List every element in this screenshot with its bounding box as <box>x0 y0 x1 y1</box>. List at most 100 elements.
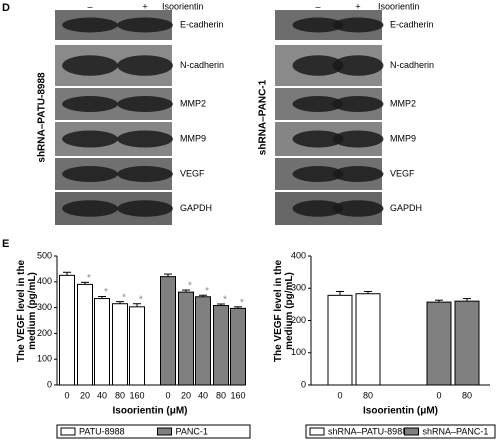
x-tick-label: 20 <box>181 390 191 400</box>
blot-band <box>117 166 173 182</box>
x-tick-label: 80 <box>115 390 125 400</box>
x-axis-label: Isoorientin (μM) <box>363 406 438 417</box>
blot-band <box>292 17 344 33</box>
significance-mark: * <box>87 273 91 284</box>
legend-swatch <box>309 427 325 436</box>
bar <box>160 276 176 386</box>
significance-mark: * <box>122 292 126 303</box>
legend-box <box>56 424 251 439</box>
x-tick-label: 160 <box>230 390 245 400</box>
blot-band <box>332 17 384 33</box>
legend-label: shRNA–PATU-8988 <box>328 426 407 436</box>
y-tick-label: 500 <box>37 250 52 260</box>
protein-label: N-cadherin <box>390 60 434 70</box>
blot-band <box>332 55 384 76</box>
blot-band <box>62 96 118 112</box>
blot-band <box>117 55 173 76</box>
protein-label: VEGF <box>390 168 415 178</box>
blot-band <box>62 55 118 76</box>
bar <box>112 303 128 386</box>
significance-mark: * <box>188 281 192 292</box>
blot-band <box>62 17 118 33</box>
protein-label: MMP9 <box>180 133 206 143</box>
y-tick-label: 0 <box>47 379 52 389</box>
cell-line-label: shRNA–PATU-8988 <box>37 72 48 163</box>
x-axis-label: Isoorientin (μM) <box>113 406 188 417</box>
bar <box>129 306 145 386</box>
blot-band <box>117 96 173 112</box>
blot-band <box>62 130 118 148</box>
blot-band <box>62 166 118 182</box>
x-tick-label: 0 <box>436 390 441 400</box>
y-tick-label: 300 <box>291 283 306 293</box>
y-tick-label: 0 <box>301 379 306 389</box>
lane-label: + <box>142 1 147 11</box>
blot-band <box>292 200 344 217</box>
protein-label: N-cadherin <box>180 60 224 70</box>
blot-band <box>332 96 384 112</box>
significance-mark: * <box>205 286 209 297</box>
y-axis-label: The VEGF level in the medium (pg/mL) <box>16 259 38 363</box>
bar <box>355 293 381 386</box>
blot-band <box>332 130 384 148</box>
treatment-label: Isoorientin <box>378 1 420 11</box>
legend-label: PANC-1 <box>176 426 208 436</box>
legend-label: PATU-8988 <box>79 426 125 436</box>
legend-label: shRNA–PANC-1 <box>423 426 489 436</box>
bar <box>195 296 211 386</box>
x-tick-label: 20 <box>80 390 90 400</box>
bar <box>426 301 452 386</box>
blot-band <box>292 130 344 148</box>
lane-label: – <box>87 1 92 11</box>
x-tick-label: 40 <box>198 390 208 400</box>
y-tick-label: 400 <box>291 250 306 260</box>
y-tick-label: 400 <box>37 276 52 286</box>
panel-label: D <box>2 2 10 14</box>
blot-band <box>62 200 118 217</box>
protein-label: VEGF <box>180 168 205 178</box>
protein-label: E-cadherin <box>390 19 434 29</box>
y-tick-label: 300 <box>37 302 52 312</box>
panel-label: E <box>2 238 9 250</box>
cell-line-label: shRNA–PANC-1 <box>258 79 269 155</box>
bar <box>77 283 93 386</box>
bar <box>213 305 229 386</box>
bar <box>94 298 110 386</box>
legend-swatch <box>60 427 76 436</box>
legend-swatch <box>157 427 172 436</box>
y-tick-label: 200 <box>37 328 52 338</box>
bar <box>230 307 246 386</box>
lane-label: – <box>315 1 320 11</box>
treatment-label: Isoorientin <box>162 1 204 11</box>
protein-label: MMP9 <box>390 133 416 143</box>
blot-band <box>332 166 384 182</box>
significance-mark: * <box>240 297 244 308</box>
blot-band <box>292 166 344 182</box>
y-tick-label: 100 <box>291 347 306 357</box>
blot-band <box>117 200 173 217</box>
y-axis-label: The VEGF level in the medium (pg/mL) <box>273 259 295 363</box>
blot-band <box>292 55 344 76</box>
x-tick-label: 80 <box>216 390 226 400</box>
protein-label: E-cadherin <box>180 19 224 29</box>
x-tick-label: 0 <box>337 390 342 400</box>
x-tick-label: 40 <box>97 390 107 400</box>
y-tick-label: 200 <box>291 315 306 325</box>
blot-band <box>117 130 173 148</box>
blot-band <box>117 17 173 33</box>
bar <box>178 291 194 386</box>
protein-label: MMP2 <box>180 98 206 108</box>
x-tick-label: 0 <box>64 390 69 400</box>
bar <box>454 300 480 386</box>
y-tick-label: 100 <box>37 354 52 364</box>
lane-label: + <box>355 1 360 11</box>
legend-box <box>305 424 496 439</box>
significance-mark: * <box>139 294 143 305</box>
x-tick-label: 80 <box>363 390 373 400</box>
significance-mark: * <box>223 295 227 306</box>
protein-label: MMP2 <box>390 98 416 108</box>
legend-swatch <box>404 427 419 436</box>
x-tick-label: 80 <box>462 390 472 400</box>
